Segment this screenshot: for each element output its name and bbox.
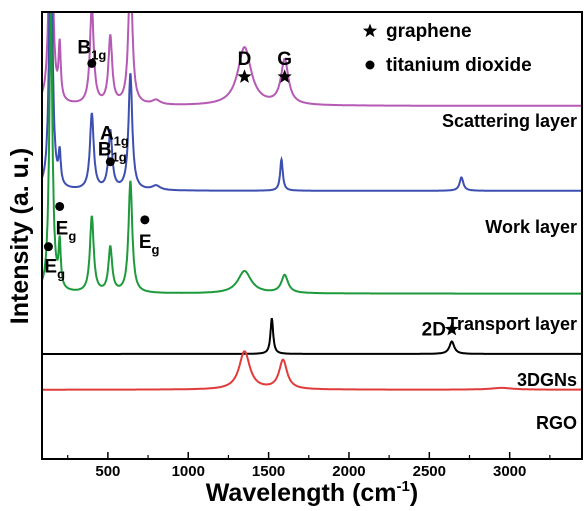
- peak-label-text: G: [277, 49, 292, 70]
- series-line-3dgns: [42, 317, 582, 355]
- series-labels: Scattering layer Work layer Transport laye…: [442, 111, 577, 433]
- peak-label-2: Eg: [55, 201, 77, 243]
- legend-label: titanium dioxide: [386, 55, 532, 76]
- x-axis-label: Wavelength (cm-1): [206, 478, 418, 507]
- legend-star-icon: [362, 23, 378, 38]
- spectra-curves: [42, 12, 582, 391]
- series-line-transport-layer: [42, 12, 582, 295]
- x-tick-label: 1500: [252, 463, 285, 480]
- x-tick-label: 2500: [413, 463, 446, 480]
- peak-label-6: D: [237, 49, 252, 83]
- series-label-scattering-layer: Scattering layer: [442, 111, 577, 131]
- titanium-dioxide-dot-marker: [43, 242, 53, 252]
- peak-label-text: B1g: [77, 37, 106, 62]
- peak-label-4: Eg: [43, 242, 65, 282]
- series-label-work-layer: Work layer: [485, 217, 577, 237]
- legend-entry-graphene: graphene: [362, 21, 472, 42]
- peak-label-text: D: [238, 49, 252, 70]
- peak-label-text: Eg: [44, 257, 65, 282]
- series-line-rgo: [42, 350, 582, 391]
- peak-label-text: A1g: [100, 123, 129, 148]
- graphene-star-marker: [444, 321, 459, 336]
- peak-label-text: 2D: [422, 319, 446, 340]
- legend-label: graphene: [386, 21, 472, 42]
- series-label-transport-layer: Transport layer: [447, 314, 577, 334]
- plot-frame: [41, 11, 583, 460]
- peak-label-0: B1g: [77, 37, 106, 68]
- series-label-rgo: RGO: [536, 413, 577, 433]
- x-tick-label: 2000: [332, 463, 365, 480]
- x-tick-label: 500: [95, 463, 120, 480]
- peak-label-1: B1g: [98, 140, 127, 167]
- x-tick-label: 3000: [493, 463, 526, 480]
- peak-label-text: Eg: [56, 218, 77, 243]
- titanium-dioxide-dot-marker: [140, 215, 150, 225]
- peak-label-8: 2D: [422, 319, 459, 340]
- series-line-work-layer: [42, 12, 582, 192]
- graphene-star-marker: [277, 69, 292, 83]
- peak-label-text: B1g: [98, 140, 127, 165]
- titanium-dioxide-dot-marker: [55, 201, 65, 211]
- peak-label-7: G: [277, 49, 292, 83]
- series-label-3dgns: 3DGNs: [517, 370, 577, 390]
- legend-dot-icon: [365, 60, 375, 70]
- legend-entry-titanium-dioxide: titanium dioxide: [365, 55, 532, 76]
- peak-label-text: Eg: [139, 232, 160, 257]
- peak-annotations: B1g B1g Eg Eg Eg A1g D G 2D: [43, 37, 459, 340]
- legend: graphene titanium dioxide: [362, 21, 532, 76]
- x-axis-ticks: 500 1000 1500 2000 2500 3000: [67, 452, 551, 480]
- peak-label-5: A1g: [100, 123, 129, 148]
- graphene-star-marker: [237, 69, 252, 83]
- series-line-scattering-layer: [42, 12, 582, 107]
- y-axis-label: Intensity (a. u.): [6, 148, 34, 324]
- x-tick-label: 1000: [172, 463, 205, 480]
- peak-label-3: Eg: [139, 215, 160, 257]
- titanium-dioxide-dot-marker: [87, 58, 97, 68]
- titanium-dioxide-dot-marker: [105, 157, 115, 167]
